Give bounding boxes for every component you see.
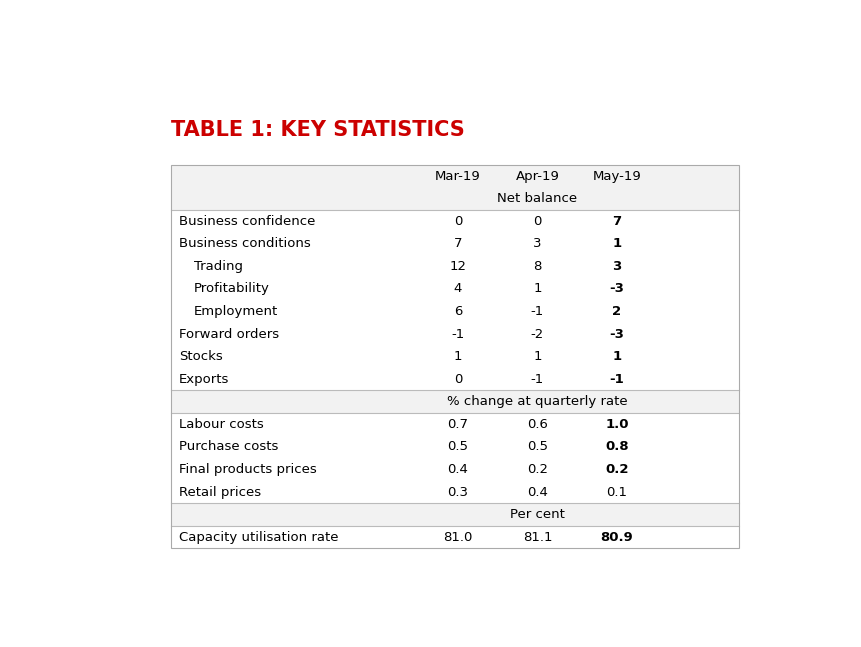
Bar <box>171 232 738 255</box>
Text: 0.2: 0.2 <box>604 463 628 476</box>
Text: 1: 1 <box>453 350 461 363</box>
Text: 0.6: 0.6 <box>526 418 548 431</box>
Bar <box>171 345 738 368</box>
Text: 0.4: 0.4 <box>526 485 548 499</box>
Text: Net balance: Net balance <box>497 192 577 205</box>
Text: 12: 12 <box>449 260 466 273</box>
Text: Per cent: Per cent <box>510 508 564 521</box>
Text: 0.3: 0.3 <box>447 485 468 499</box>
Text: -1: -1 <box>530 373 543 386</box>
Text: Exports: Exports <box>179 373 229 386</box>
Text: 1.0: 1.0 <box>604 418 628 431</box>
Text: 1: 1 <box>611 237 621 250</box>
Text: 81.1: 81.1 <box>522 531 552 543</box>
Text: Business confidence: Business confidence <box>179 215 315 228</box>
Bar <box>171 481 738 503</box>
Text: 80.9: 80.9 <box>600 531 633 543</box>
Text: 1: 1 <box>533 350 541 363</box>
Text: -1: -1 <box>451 327 464 340</box>
Bar <box>171 300 738 323</box>
Text: Forward orders: Forward orders <box>179 327 279 340</box>
Text: -3: -3 <box>609 283 623 296</box>
Text: 3: 3 <box>611 260 621 273</box>
Text: Final products prices: Final products prices <box>179 463 317 476</box>
Text: 0: 0 <box>453 215 461 228</box>
Text: Retail prices: Retail prices <box>179 485 261 499</box>
Text: May-19: May-19 <box>592 170 641 182</box>
Text: 0.5: 0.5 <box>447 441 468 454</box>
Bar <box>171 255 738 278</box>
Text: 7: 7 <box>611 215 621 228</box>
Text: Apr-19: Apr-19 <box>515 170 559 182</box>
Text: 1: 1 <box>611 350 621 363</box>
Text: 1: 1 <box>533 283 541 296</box>
Bar <box>171 435 738 458</box>
Bar <box>171 368 738 391</box>
Text: Business conditions: Business conditions <box>179 237 311 250</box>
Text: % change at quarterly rate: % change at quarterly rate <box>447 395 627 408</box>
Text: Trading: Trading <box>194 260 243 273</box>
Text: 6: 6 <box>453 305 461 318</box>
Text: 7: 7 <box>453 237 461 250</box>
Text: Stocks: Stocks <box>179 350 223 363</box>
Text: 81.0: 81.0 <box>443 531 472 543</box>
Text: Purchase costs: Purchase costs <box>179 441 278 454</box>
Text: Mar-19: Mar-19 <box>435 170 480 182</box>
Text: Profitability: Profitability <box>194 283 269 296</box>
Text: 8: 8 <box>533 260 541 273</box>
Bar <box>171 323 738 345</box>
Text: 3: 3 <box>533 237 541 250</box>
Text: -1: -1 <box>530 305 543 318</box>
Text: -1: -1 <box>609 373 623 386</box>
Text: -2: -2 <box>530 327 543 340</box>
Text: Capacity utilisation rate: Capacity utilisation rate <box>179 531 338 543</box>
Text: 0.4: 0.4 <box>447 463 468 476</box>
Text: 0.8: 0.8 <box>604 441 628 454</box>
Text: 0: 0 <box>533 215 541 228</box>
Text: 4: 4 <box>453 283 461 296</box>
Bar <box>171 526 738 549</box>
Text: 0.7: 0.7 <box>447 418 468 431</box>
Bar <box>171 458 738 481</box>
Text: 0.1: 0.1 <box>606 485 627 499</box>
Bar <box>171 278 738 300</box>
Text: 0.2: 0.2 <box>526 463 548 476</box>
Text: 2: 2 <box>611 305 621 318</box>
Bar <box>171 413 738 435</box>
Text: -3: -3 <box>609 327 623 340</box>
Text: Employment: Employment <box>194 305 278 318</box>
Text: TABLE 1: KEY STATISTICS: TABLE 1: KEY STATISTICS <box>171 120 464 140</box>
Text: 0.5: 0.5 <box>526 441 548 454</box>
Bar <box>171 210 738 232</box>
Text: Labour costs: Labour costs <box>179 418 263 431</box>
Text: 0: 0 <box>453 373 461 386</box>
